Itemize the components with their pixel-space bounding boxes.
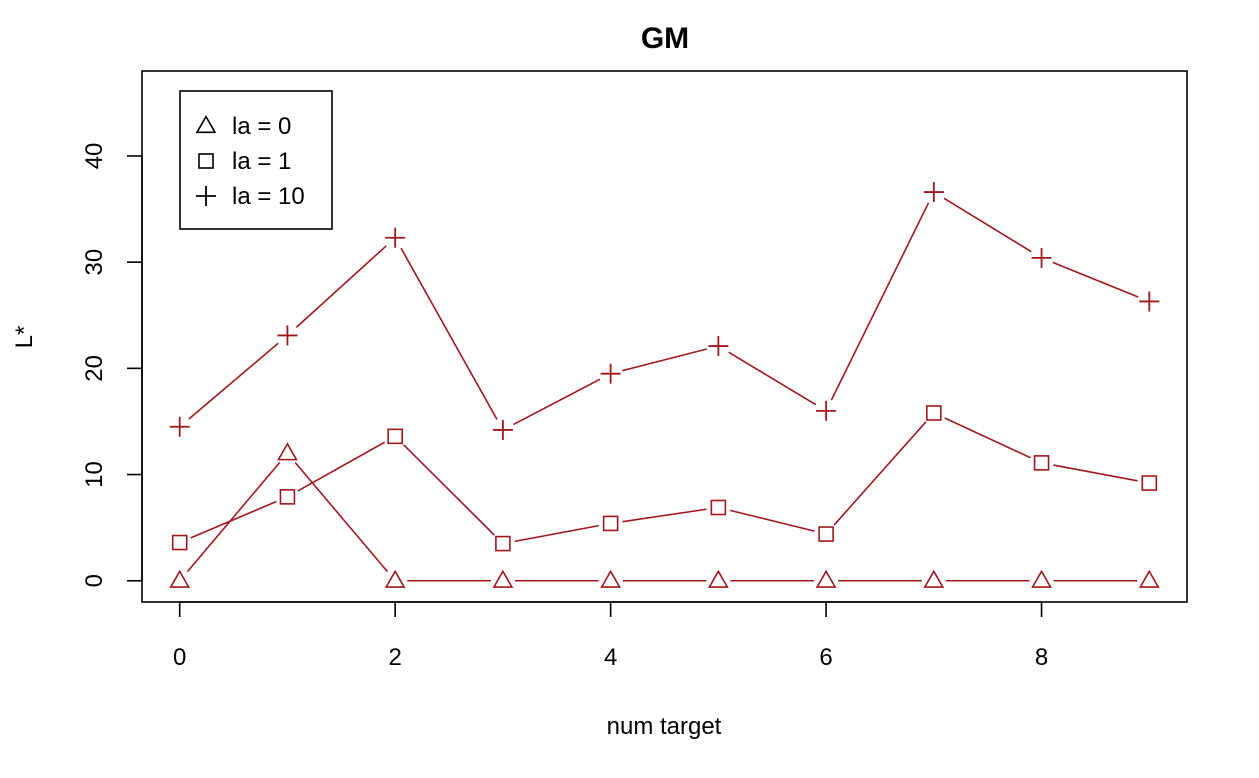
y-tick-label: 40 <box>81 143 108 170</box>
y-tick-label: 0 <box>81 574 108 587</box>
series-square <box>171 405 1158 552</box>
series-segment <box>943 197 1032 253</box>
x-axis-label: num target <box>607 713 722 740</box>
series-segment <box>513 378 601 426</box>
data-point-plus <box>277 325 298 346</box>
data-point-plus <box>385 227 406 248</box>
x-tick-label: 0 <box>173 644 186 671</box>
y-axis: 0 10 20 30 40 <box>81 143 143 587</box>
series-segment <box>622 348 707 372</box>
series-segment <box>833 421 927 526</box>
data-point-plus <box>708 336 729 357</box>
x-tick-label: 2 <box>388 644 401 671</box>
data-point-triangle <box>923 569 945 588</box>
y-tick-label: 30 <box>81 249 108 276</box>
series-segment <box>729 509 815 532</box>
y-tick-label: 10 <box>81 461 108 488</box>
data-point-plus <box>1139 291 1160 312</box>
series-segment <box>400 247 498 420</box>
legend-entry-la-10: la = 10 <box>232 183 305 210</box>
x-tick-label: 8 <box>1035 644 1048 671</box>
data-point-square <box>1141 475 1158 491</box>
data-point-triangle <box>169 569 191 588</box>
series-segment <box>295 245 387 328</box>
data-point-square <box>818 526 834 542</box>
legend-square-icon <box>198 153 214 169</box>
series-segment <box>728 351 817 406</box>
series-segment <box>1053 464 1138 482</box>
data-point-triangle <box>1031 569 1052 588</box>
series-segment <box>403 444 495 536</box>
data-point-triangle <box>1138 569 1160 588</box>
legend-marker-triangle <box>195 114 217 134</box>
legend-triangle-icon <box>195 114 217 134</box>
data-point-square <box>710 499 727 516</box>
data-point-plus <box>492 419 513 440</box>
series-segment <box>186 461 281 573</box>
data-point-triangle <box>384 569 406 588</box>
data-point-triangle <box>707 569 729 588</box>
series-segment <box>622 508 707 523</box>
series-segment <box>830 202 930 401</box>
data-point-square <box>602 515 619 532</box>
data-point-plus <box>600 363 621 384</box>
x-tick-label: 6 <box>819 644 832 671</box>
series-segment <box>190 500 277 539</box>
legend-marker-plus <box>196 186 216 206</box>
data-point-triangle <box>492 569 514 588</box>
legend: la = 0 la = 1 la = 10 <box>179 90 333 230</box>
legend-entry-la-1: la = 1 <box>232 148 291 175</box>
x-axis: 0 2 4 6 8 <box>173 601 1048 671</box>
data-point-triangle <box>815 569 837 588</box>
series-triangle <box>169 442 1160 588</box>
chart-title: GM <box>641 22 689 55</box>
series-segment <box>188 342 279 420</box>
legend-plus-icon <box>196 186 216 206</box>
series-segment <box>1052 261 1139 298</box>
series-segment <box>514 524 599 543</box>
y-axis-label: L* <box>11 326 38 349</box>
series-segment <box>944 417 1032 459</box>
legend-marker-square <box>198 153 214 169</box>
data-point-plus <box>923 182 944 203</box>
data-point-square <box>171 534 188 551</box>
series-segment <box>294 461 389 573</box>
data-point-square <box>926 405 942 421</box>
data-point-triangle <box>600 569 622 588</box>
data-point-plus <box>169 416 190 437</box>
series-segment <box>297 441 386 492</box>
y-tick-label: 20 <box>81 355 108 382</box>
data-point-triangle <box>277 442 298 461</box>
data-point-plus <box>1031 247 1052 268</box>
legend-entry-la-0: la = 0 <box>232 113 291 140</box>
data-point-plus <box>816 400 837 421</box>
series-layer <box>169 182 1160 588</box>
data-point-square <box>387 428 403 445</box>
x-tick-label: 4 <box>604 644 617 671</box>
data-point-square <box>279 489 296 505</box>
data-point-square <box>1033 455 1050 471</box>
series-plus <box>169 182 1160 440</box>
data-point-square <box>495 535 511 552</box>
